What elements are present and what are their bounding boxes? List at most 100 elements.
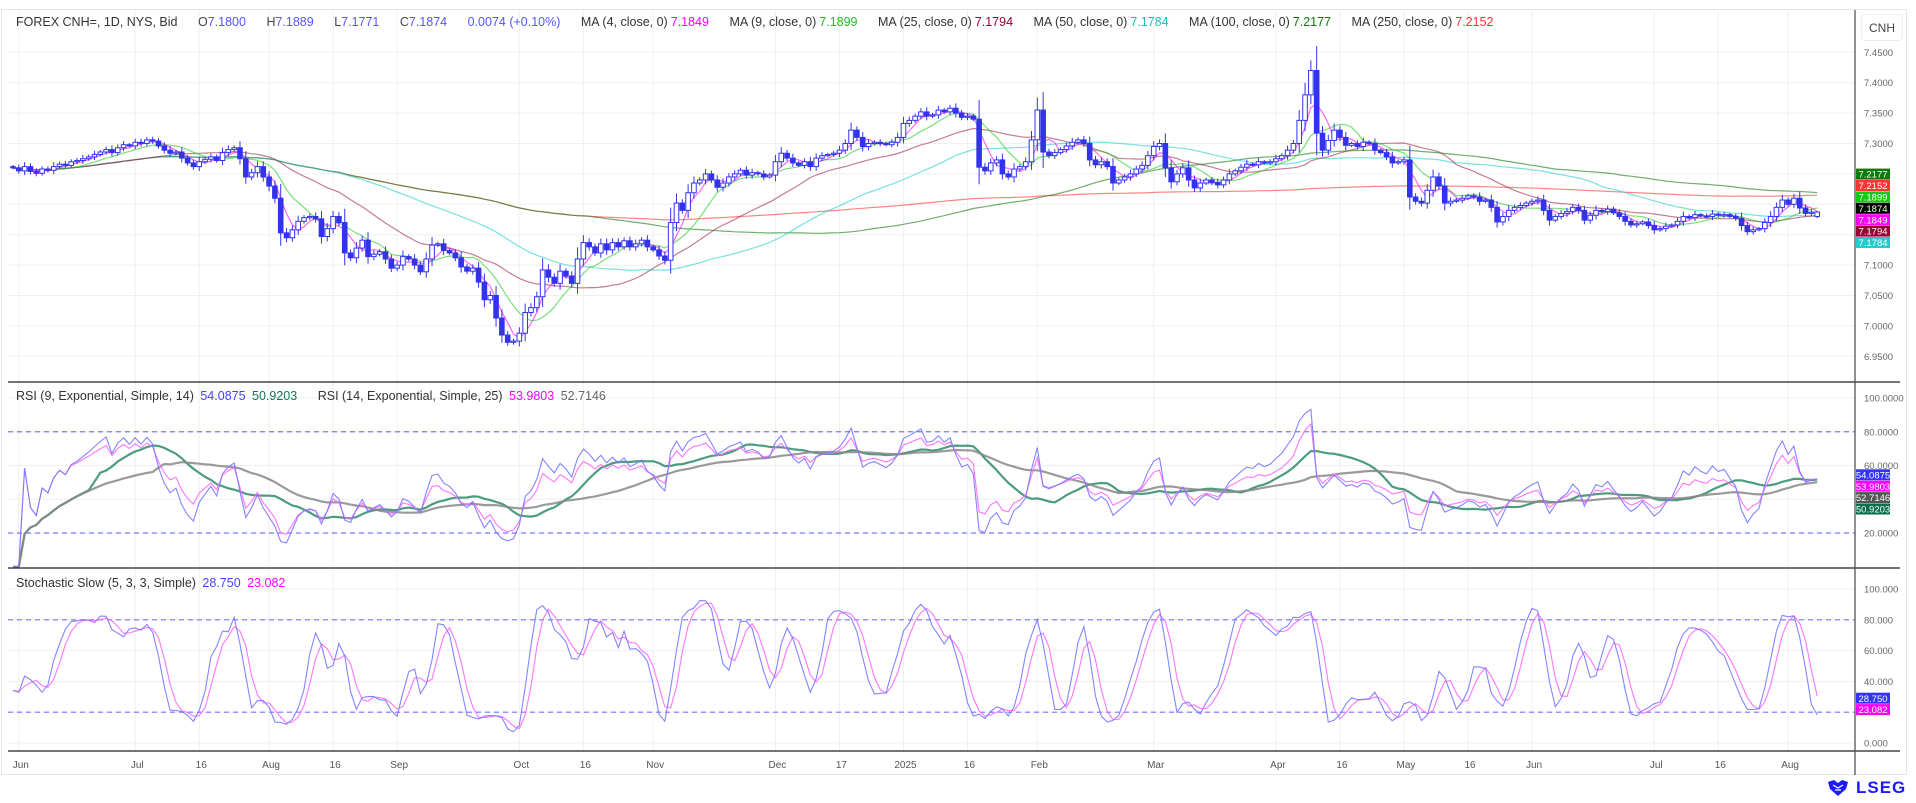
high-value: 7.1889 <box>275 15 314 29</box>
candle-body-down <box>1785 199 1791 205</box>
candle-body-down <box>1418 200 1425 204</box>
close-label: C <box>399 15 409 29</box>
candle <box>1017 164 1023 172</box>
candle <box>1180 163 1186 178</box>
candle-body-up <box>394 264 400 269</box>
candle <box>33 168 40 177</box>
candle-body-down <box>1337 129 1343 138</box>
price-tick-label: 7.3000 <box>1864 139 1893 150</box>
candle-body-up <box>1150 146 1157 157</box>
candle <box>976 100 982 185</box>
candle-body-down <box>982 166 988 172</box>
candle <box>312 212 319 223</box>
candle-body-down <box>854 129 860 138</box>
candle <box>1575 203 1582 214</box>
candle <box>1511 204 1518 213</box>
ma25-label[interactable]: MA (25, close, 0) <box>878 15 972 29</box>
candle <box>452 249 459 262</box>
candle <box>1244 159 1250 172</box>
candle <box>1599 208 1605 214</box>
candle <box>1168 160 1174 189</box>
candle-body-up <box>1808 211 1815 214</box>
candle-body-up <box>842 143 849 151</box>
rsi-badge: 50.9203 <box>1856 503 1890 516</box>
candle-body-down <box>475 267 482 283</box>
candle <box>359 236 365 252</box>
candle <box>1482 197 1489 204</box>
candle-body-up <box>1267 161 1273 164</box>
currency-button[interactable]: CNH <box>1861 14 1903 41</box>
candle-body-down <box>347 252 354 259</box>
candle-body-down <box>795 162 802 166</box>
candle-body-up <box>557 270 563 284</box>
candle <box>260 161 267 182</box>
rsi-badge-bg <box>1856 503 1890 515</box>
ma50-label[interactable]: MA (50, close, 0) <box>1033 15 1128 29</box>
candle <box>1808 209 1815 217</box>
candle <box>1668 223 1675 228</box>
candle <box>1569 204 1576 215</box>
candle <box>999 153 1006 180</box>
candle <box>382 246 389 264</box>
candle-body-down <box>1698 214 1704 217</box>
candle-body-up <box>836 149 843 154</box>
price-badge-text: 7.1784 <box>1858 238 1887 249</box>
stochastic-label[interactable]: Stochastic Slow (5, 3, 3, Simple) <box>16 576 196 590</box>
candle <box>1290 139 1297 154</box>
candle <box>62 161 69 169</box>
ma4-label[interactable]: MA (4, close, 0) <box>580 15 668 29</box>
ma250-label[interactable]: MA (250, close, 0) <box>1351 15 1453 29</box>
candle <box>97 149 104 157</box>
candle <box>114 144 121 156</box>
candle-body-up <box>1121 176 1128 181</box>
candle <box>941 108 948 114</box>
x-tick-label: Dec <box>769 760 787 771</box>
ma9-label[interactable]: MA (9, close, 0) <box>729 15 817 29</box>
candle <box>91 150 98 161</box>
candle <box>1278 152 1285 162</box>
candle <box>580 235 587 266</box>
candle-body-down <box>1249 163 1256 166</box>
candle <box>202 156 208 165</box>
candle <box>405 254 412 262</box>
x-tick-label: Sep <box>390 760 408 771</box>
candle-body-down <box>493 295 499 319</box>
candle <box>219 147 226 165</box>
close-value: 7.1874 <box>408 15 448 29</box>
candle-body-down <box>405 256 412 260</box>
candle-body-up <box>737 169 744 175</box>
candle-body-down <box>277 197 284 234</box>
candle <box>1249 162 1256 167</box>
candle <box>830 150 837 157</box>
candle-body-down <box>272 185 278 199</box>
candle-body-down <box>1407 159 1413 198</box>
rsi9-value: 54.0875 <box>200 389 246 403</box>
candle <box>1564 207 1570 217</box>
candle <box>341 208 348 266</box>
candle-body-up <box>993 159 1000 164</box>
candle-body-up <box>307 215 313 219</box>
candle-body-down <box>167 149 173 154</box>
stoch-badge-bg <box>1856 692 1890 704</box>
x-tick-label: Mar <box>1147 760 1165 771</box>
rsi9-label[interactable]: RSI (9, Exponential, Simple, 14) <box>16 389 194 403</box>
candle-body-up <box>1011 168 1017 178</box>
candle-body-up <box>225 149 232 154</box>
candle-body-up <box>1762 222 1768 230</box>
candle-body-up <box>1709 213 1716 217</box>
candle <box>615 238 622 251</box>
candle-body-down <box>1488 199 1495 208</box>
candle <box>103 146 109 155</box>
candle-body-up <box>196 161 203 168</box>
rsi14-label[interactable]: RSI (14, Exponential, Simple, 25) <box>317 389 503 403</box>
price-badge-bg <box>1856 179 1890 191</box>
candle <box>1436 172 1442 191</box>
ma100-label[interactable]: MA (100, close, 0) <box>1189 15 1290 29</box>
candle <box>1220 176 1227 188</box>
candle <box>324 223 331 242</box>
candle <box>1348 141 1355 147</box>
candle-body-up <box>621 240 627 248</box>
candle <box>132 138 139 150</box>
candle <box>638 237 645 247</box>
